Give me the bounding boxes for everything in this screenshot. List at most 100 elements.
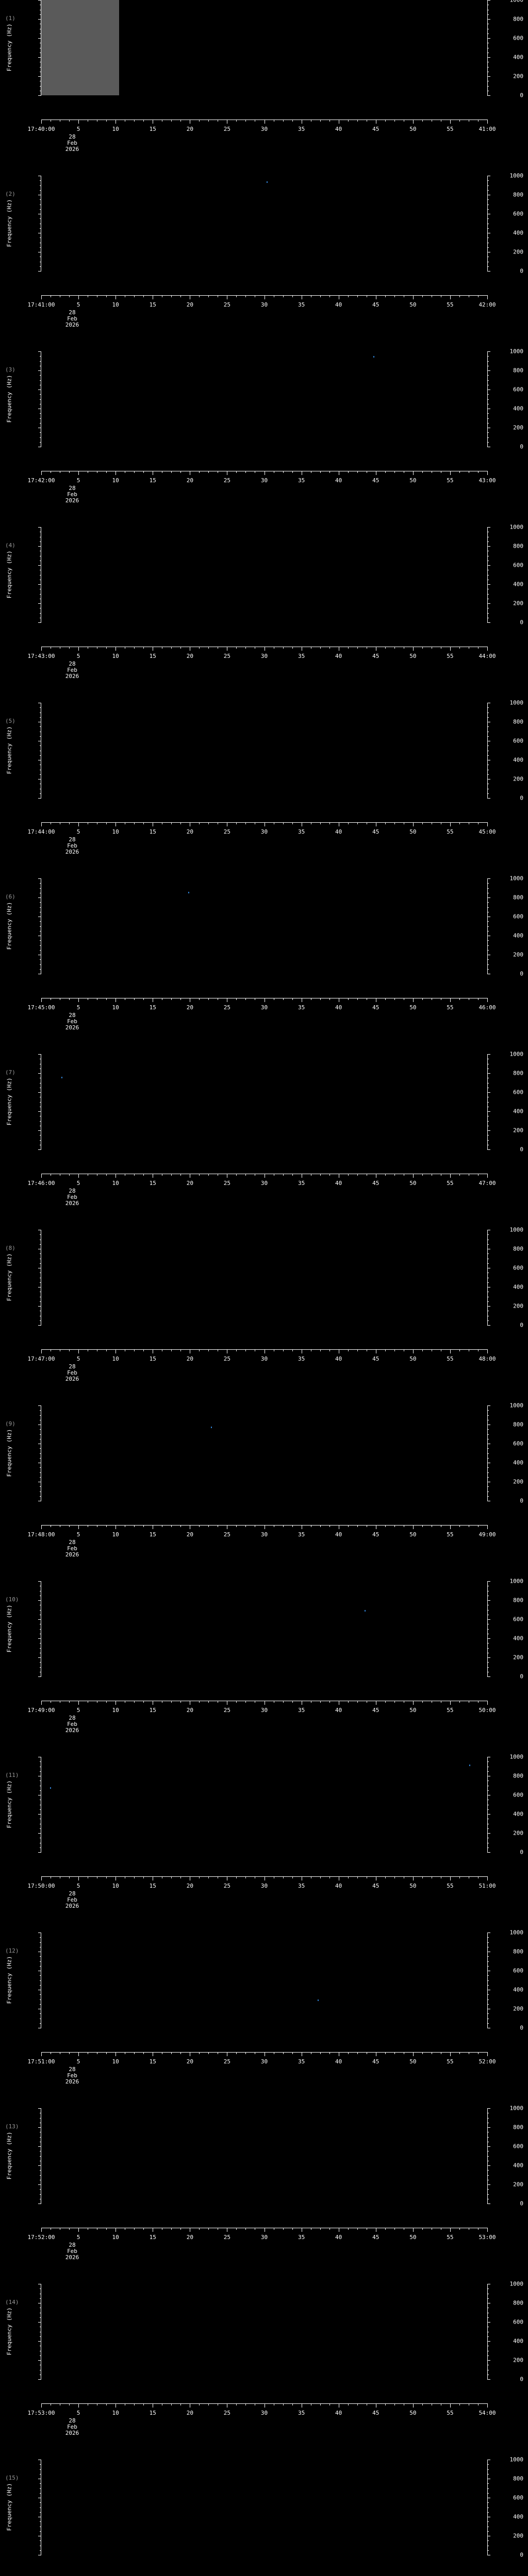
plot-area[interactable] xyxy=(41,1054,487,1149)
y-axis-tick-label: 200 xyxy=(513,424,523,431)
plot-area[interactable] xyxy=(41,0,487,95)
x-axis-minor-tick xyxy=(394,295,395,297)
y-axis-major-tick xyxy=(38,1092,41,1093)
x-axis-tick-label: 17:45:00 xyxy=(27,1004,55,1011)
y-axis-tick-label: 400 xyxy=(513,405,523,412)
plot-area[interactable] xyxy=(41,1230,487,1325)
x-axis-tick-label: 55 xyxy=(447,301,454,308)
x-axis-minor-tick xyxy=(171,822,172,824)
x-axis-minor-tick xyxy=(236,2228,237,2230)
y-axis-minor-tick-right xyxy=(487,2170,489,2171)
y-axis-minor-tick xyxy=(40,1828,41,1829)
x-axis-minor-tick xyxy=(245,1349,246,1351)
x-axis-minor-tick xyxy=(459,295,460,297)
plot-area[interactable] xyxy=(41,351,487,447)
y-axis-minor-tick-right xyxy=(487,2004,489,2005)
x-axis-minor-tick xyxy=(422,295,423,297)
x-axis-tick-label: 30 xyxy=(260,1355,268,1362)
plot-area[interactable] xyxy=(41,2284,487,2379)
x-axis-minor-tick xyxy=(245,998,246,1000)
plot-area[interactable] xyxy=(41,1933,487,2028)
x-axis-minor-tick xyxy=(283,1525,284,1527)
plot-area[interactable] xyxy=(41,1405,487,1501)
x-axis-major-tick xyxy=(78,1349,79,1353)
spectrogram-panel[interactable]: (15)Frequency (Hz)0200400600800100017:54… xyxy=(0,2457,528,2576)
y-axis-minor-tick-right xyxy=(487,964,489,965)
y-axis-tick-label: 200 xyxy=(513,2532,523,2539)
y-axis-minor-tick-right xyxy=(487,2540,489,2541)
x-axis-minor-tick xyxy=(283,295,284,297)
x-axis-major-tick xyxy=(41,120,42,124)
plot-area[interactable] xyxy=(41,176,487,271)
x-axis-minor-tick xyxy=(394,998,395,1000)
x-axis-tick-label: 54:00 xyxy=(478,2410,496,2416)
x-axis-minor-tick xyxy=(143,1174,144,1176)
spectrogram-panel[interactable]: (7) Frequency (Hz) 0 200 400 600 800 1000 17:46:… xyxy=(0,1052,528,1230)
spectrogram-panel[interactable]: (4) Frequency (Hz) 0 200 400 600 800 1000 17:43:… xyxy=(0,524,528,703)
y-axis-major-tick xyxy=(38,1619,41,1620)
spectrogram-panel[interactable]: (13) Frequency (Hz) 0 200 400 600 800 1000 17:52… xyxy=(0,2106,528,2284)
x-axis-tick-label: 25 xyxy=(223,2058,231,2065)
date-line: 28 xyxy=(69,1539,76,1546)
y-axis-minor-tick-right xyxy=(487,190,489,191)
spectrogram-panel[interactable]: (11) Frequency (Hz) 0 200 400 600 800 1000 17:50… xyxy=(0,1754,528,1933)
x-axis-minor-tick xyxy=(69,2228,70,2230)
x-axis-minor-tick xyxy=(69,647,70,649)
y-axis-tick-label: 400 xyxy=(513,1459,523,1466)
x-axis-minor-tick xyxy=(320,2403,321,2405)
x-axis-tick-label: 35 xyxy=(298,2234,305,2241)
y-axis-tick-label: 200 xyxy=(513,1829,523,1837)
x-axis-minor-tick xyxy=(422,998,423,1000)
y-axis-right xyxy=(487,527,490,623)
y-axis-major-tick-right xyxy=(487,527,490,528)
x-axis-date-label: 28 Feb 2026 xyxy=(41,1188,103,1207)
y-axis-minor-tick xyxy=(40,2355,41,2356)
x-axis-major-tick xyxy=(450,295,451,299)
x-axis-minor-tick xyxy=(171,295,172,297)
plot-area[interactable] xyxy=(41,1581,487,1676)
date-line: 2026 xyxy=(65,2430,79,2436)
plot-area[interactable] xyxy=(41,2108,487,2204)
spectrogram-panel[interactable]: (1) Frequency (Hz) 0 200 400 600 800 1000 17:40:… xyxy=(0,0,528,176)
x-axis-major-tick xyxy=(487,2228,488,2232)
x-axis-tick-label: 17:46:00 xyxy=(27,1180,55,1187)
y-axis-minor-tick-right xyxy=(487,437,489,438)
y-axis-minor-tick xyxy=(40,1282,41,1283)
date-line: Feb xyxy=(67,1018,77,1025)
y-axis-minor-tick xyxy=(40,745,41,747)
x-axis-minor-tick xyxy=(180,647,182,649)
y-axis-tick-label: 600 xyxy=(513,2318,523,2326)
spectrogram-panel[interactable]: (9) Frequency (Hz) 0 200 400 600 800 1000 17:48:… xyxy=(0,1403,528,1581)
plot-area[interactable] xyxy=(41,703,487,798)
y-axis-title: Frequency (Hz) xyxy=(6,375,13,423)
x-axis-tick-label: 10 xyxy=(112,1004,119,1011)
spectrogram-panel[interactable]: (6) Frequency (Hz) 0 200 400 600 800 1000 17:45:… xyxy=(0,876,528,1054)
x-axis-major-tick xyxy=(78,2052,79,2056)
plot-area[interactable] xyxy=(41,1757,487,1852)
plot-area[interactable] xyxy=(41,2460,487,2555)
x-axis-minor-tick xyxy=(171,2052,172,2054)
spectrogram-panel[interactable]: (3) Frequency (Hz) 0 200 400 600 800 1000 17:42:… xyxy=(0,349,528,527)
date-line: 2026 xyxy=(65,1903,79,1909)
spectrogram-panel[interactable]: (5) Frequency (Hz) 0 200 400 600 800 1000 17:44:… xyxy=(0,700,528,878)
spectrogram-panel[interactable]: (2) Frequency (Hz) 0 200 400 600 800 1000 17:41:… xyxy=(0,173,528,351)
spectrogram-panel[interactable]: (8) Frequency (Hz) 0 200 400 600 800 1000 17:47:… xyxy=(0,1227,528,1405)
x-axis-major-tick xyxy=(450,471,451,475)
y-axis-minor-tick-right xyxy=(487,1662,489,1663)
y-axis-minor-tick-right xyxy=(487,1458,489,1459)
x-axis-minor-tick xyxy=(292,2403,293,2405)
y-axis-minor-tick-right xyxy=(487,2156,489,2157)
x-axis-minor-tick xyxy=(143,2052,144,2054)
spectrogram-panel[interactable]: (12) Frequency (Hz) 0 200 400 600 800 1000 17:51… xyxy=(0,1930,528,2108)
y-axis-minor-tick xyxy=(40,964,41,965)
plot-area[interactable] xyxy=(41,527,487,622)
spectrogram-panel[interactable]: (14) Frequency (Hz) 0 200 400 600 800 1000 17:53… xyxy=(0,2281,528,2460)
plot-area[interactable] xyxy=(41,878,487,974)
x-axis-major-tick xyxy=(412,647,414,651)
x-axis-minor-tick xyxy=(422,471,423,473)
x-axis-minor-tick xyxy=(459,1701,460,1703)
spectrogram-panel[interactable]: (10) Frequency (Hz) 0 200 400 600 800 1000 17:49… xyxy=(0,1579,528,1757)
y-axis-minor-tick-right xyxy=(487,228,489,229)
x-axis-minor-tick xyxy=(69,822,70,824)
x-axis-minor-tick xyxy=(394,2052,395,2054)
